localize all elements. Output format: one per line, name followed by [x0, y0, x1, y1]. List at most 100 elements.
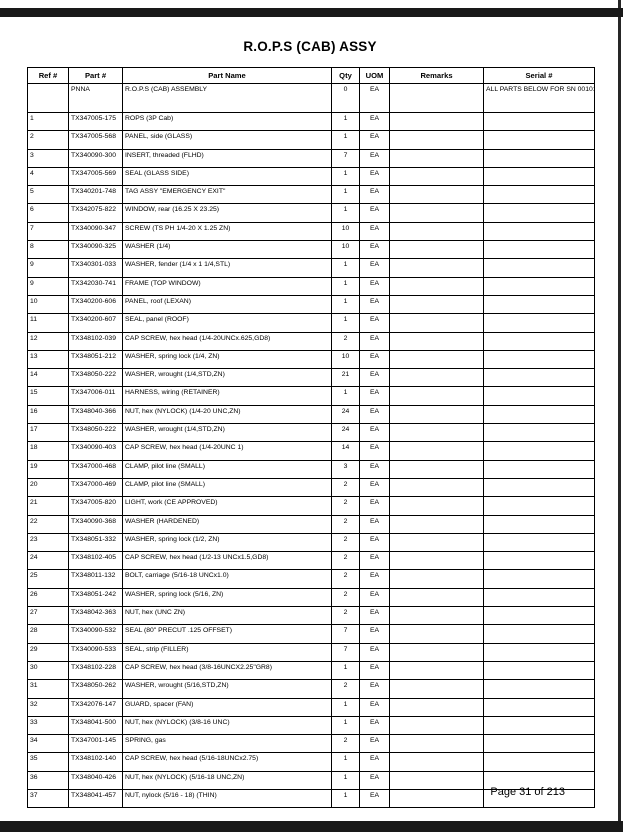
cell-uom: EA [359, 349, 390, 370]
cell-uom: EA [359, 423, 390, 443]
table-row: 35 TX348102-140 CAP SCREW, hex head (5/1… [27, 752, 595, 772]
cell-part-name: GUARD, spacer (FAN) [122, 697, 332, 717]
cell-part-name: NUT, hex (NYLOCK) (1/4-20 UNC,ZN) [122, 404, 332, 425]
cell-qty: 1 [331, 258, 360, 278]
cell-part-name: CLAMP, pilot line (SMALL) [122, 459, 332, 479]
table-row: 30 TX348102-228 CAP SCREW, hex head (3/8… [27, 660, 595, 681]
cell-qty: 1 [331, 752, 360, 772]
cell-part-name: FRAME (TOP WINDOW) [122, 276, 332, 296]
cell-ref: 9 [27, 276, 69, 296]
cell-serial [483, 258, 595, 278]
cell-ref: 24 [27, 551, 69, 571]
table-row: 26 TX348051-242 WASHER, spring lock (5/1… [27, 587, 595, 608]
cell-part-number: TX340090-403 [68, 441, 123, 461]
cell-serial [483, 606, 595, 626]
table-row: 8 TX340090-325 WASHER (1/4) 10 EA [27, 240, 595, 260]
cell-serial [483, 386, 595, 406]
cell-remarks [389, 642, 484, 662]
cell-qty: 2 [331, 331, 360, 351]
table-row: 14 TX348050-222 WASHER, wrought (1/4,STD… [27, 368, 595, 388]
table-row: 32 TX342076-147 GUARD, spacer (FAN) 1 EA [27, 697, 595, 717]
cell-remarks [389, 221, 484, 242]
cell-part-number: TX348050-222 [68, 423, 123, 443]
cell-uom: EA [359, 734, 390, 754]
table-row: 29 TX340090-533 SEAL, strip (FILLER) 7 E… [27, 642, 595, 662]
cell-qty: 2 [331, 587, 360, 608]
cell-uom: EA [359, 642, 390, 662]
cell-ref: 21 [27, 496, 69, 516]
cell-uom: EA [359, 83, 390, 113]
cell-qty: 1 [331, 697, 360, 717]
cell-uom: EA [359, 386, 390, 406]
cell-part-number: TX347005-175 [68, 111, 123, 132]
cell-part-number: TX348042-363 [68, 606, 123, 626]
cell-part-number: TX347005-820 [68, 496, 123, 516]
cell-serial [483, 349, 595, 370]
table-row: 9 TX340301-033 WASHER, fender (1/4 x 1 1… [27, 258, 595, 278]
cell-qty: 1 [331, 185, 360, 205]
cell-serial [483, 679, 595, 699]
cell-part-number: TX342075-822 [68, 203, 123, 223]
table-header-row: Ref # Part # Part Name Qty UOM Remarks S… [27, 67, 595, 84]
cell-qty: 2 [331, 514, 360, 534]
cell-serial [483, 752, 595, 772]
table-row: 27 TX348042-363 NUT, hex (UNC ZN) 2 EA [27, 606, 595, 626]
cell-part-name: SEAL (80" PRECUT .125 OFFSET) [122, 624, 332, 644]
cell-qty: 1 [331, 660, 360, 681]
cell-ref: 19 [27, 459, 69, 479]
cell-serial [483, 587, 595, 608]
cell-part-name: WASHER, fender (1/4 x 1 1/4,STL) [122, 258, 332, 278]
cell-remarks [389, 331, 484, 351]
cell-part-number: TX347000-468 [68, 459, 123, 479]
table-row: 34 TX347001-145 SPRING, gas 2 EA [27, 734, 595, 754]
column-header-uom: UOM [359, 67, 390, 84]
cell-remarks [389, 185, 484, 205]
cell-uom: EA [359, 788, 390, 809]
cell-ref: 6 [27, 203, 69, 223]
cell-remarks [389, 203, 484, 223]
cell-remarks [389, 477, 484, 498]
cell-qty: 1 [331, 770, 360, 790]
table-row: 24 TX348102-405 CAP SCREW, hex head (1/2… [27, 551, 595, 571]
cell-qty: 1 [331, 313, 360, 333]
cell-qty: 21 [331, 368, 360, 388]
cell-part-name: PANEL, side (GLASS) [122, 130, 332, 150]
table-row: 6 TX342075-822 WINDOW, rear (16.25 X 23.… [27, 203, 595, 223]
cell-serial [483, 788, 595, 809]
cell-uom: EA [359, 496, 390, 516]
cell-qty: 1 [331, 276, 360, 296]
cell-remarks [389, 423, 484, 443]
table-row: 23 TX348051-332 WASHER, spring lock (1/2… [27, 532, 595, 553]
cell-part-number: TX340090-533 [68, 642, 123, 662]
cell-qty: 0 [331, 83, 360, 113]
cell-remarks [389, 587, 484, 608]
page-number: Page 31 of 213 [490, 786, 565, 798]
cell-serial [483, 496, 595, 516]
cell-remarks [389, 276, 484, 296]
table-row: 4 TX347005-569 SEAL (GLASS SIDE) 1 EA [27, 166, 595, 187]
cell-serial [483, 404, 595, 425]
cell-serial [483, 569, 595, 589]
cell-qty: 2 [331, 551, 360, 571]
cell-part-number: TX348050-222 [68, 368, 123, 388]
table-row: 25 TX348011-132 BOLT, carriage (5/16-18 … [27, 569, 595, 589]
cell-part-name: WASHER, spring lock (5/16, ZN) [122, 587, 332, 608]
cell-serial [483, 697, 595, 717]
cell-ref: 4 [27, 166, 69, 187]
cell-uom: EA [359, 441, 390, 461]
table-row: 28 TX340090-532 SEAL (80" PRECUT .125 OF… [27, 624, 595, 644]
cell-qty: 1 [331, 788, 360, 809]
cell-part-number: TX348041-457 [68, 788, 123, 809]
cell-part-number: TX348102-228 [68, 660, 123, 681]
cell-ref: 14 [27, 368, 69, 388]
cell-part-number: TX348041-500 [68, 715, 123, 736]
cell-qty: 14 [331, 441, 360, 461]
cell-qty: 7 [331, 148, 360, 168]
cell-serial [483, 532, 595, 553]
cell-part-number: TX340200-607 [68, 313, 123, 333]
cell-uom: EA [359, 715, 390, 736]
cell-remarks [389, 624, 484, 644]
cell-qty: 7 [331, 642, 360, 662]
cell-ref: 32 [27, 697, 69, 717]
